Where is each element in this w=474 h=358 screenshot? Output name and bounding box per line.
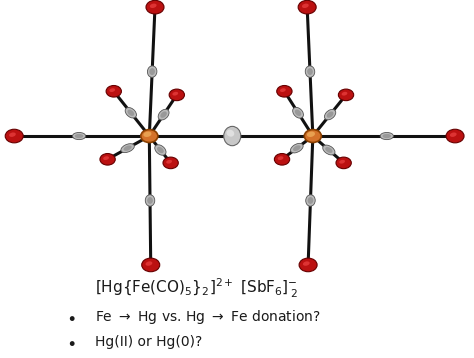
Ellipse shape — [325, 147, 333, 153]
Ellipse shape — [380, 132, 393, 140]
Ellipse shape — [307, 68, 313, 75]
Ellipse shape — [75, 134, 83, 138]
Ellipse shape — [303, 261, 310, 266]
Circle shape — [298, 0, 316, 14]
Circle shape — [106, 86, 121, 97]
Text: Hg(II) or Hg(0)?: Hg(II) or Hg(0)? — [95, 335, 202, 349]
Text: $\bullet$: $\bullet$ — [66, 333, 76, 351]
Ellipse shape — [146, 261, 152, 266]
Ellipse shape — [147, 197, 153, 204]
Ellipse shape — [109, 88, 115, 92]
Ellipse shape — [342, 92, 347, 96]
Text: $[\mathrm{Hg\{Fe(CO)_5\}_2}]^{2+}\ [\mathrm{SbF_6}]^{-}_{\;2}$: $[\mathrm{Hg\{Fe(CO)_5\}_2}]^{2+}\ [\mat… — [95, 277, 298, 300]
Ellipse shape — [293, 145, 301, 151]
Circle shape — [274, 154, 290, 165]
Ellipse shape — [339, 160, 345, 164]
Circle shape — [141, 130, 158, 142]
Ellipse shape — [302, 4, 309, 8]
Ellipse shape — [383, 134, 391, 138]
Ellipse shape — [227, 130, 234, 137]
Circle shape — [146, 0, 164, 14]
Ellipse shape — [150, 4, 156, 8]
Ellipse shape — [278, 156, 283, 160]
Circle shape — [338, 89, 354, 101]
Ellipse shape — [224, 126, 241, 146]
Ellipse shape — [9, 132, 16, 137]
Circle shape — [336, 157, 351, 169]
Ellipse shape — [166, 160, 172, 164]
Ellipse shape — [295, 110, 301, 116]
Ellipse shape — [147, 66, 157, 77]
Ellipse shape — [307, 131, 315, 137]
Ellipse shape — [149, 68, 155, 75]
Circle shape — [446, 129, 464, 143]
Ellipse shape — [158, 109, 169, 120]
Ellipse shape — [128, 110, 134, 116]
Circle shape — [5, 129, 23, 143]
Ellipse shape — [308, 197, 313, 204]
Ellipse shape — [160, 111, 167, 118]
Ellipse shape — [157, 147, 164, 153]
Ellipse shape — [73, 132, 86, 140]
Circle shape — [277, 86, 292, 97]
Ellipse shape — [125, 107, 137, 118]
Ellipse shape — [173, 92, 178, 96]
Ellipse shape — [280, 88, 286, 92]
Ellipse shape — [327, 111, 334, 118]
Ellipse shape — [145, 195, 155, 206]
Ellipse shape — [306, 195, 315, 206]
Ellipse shape — [143, 131, 152, 137]
Ellipse shape — [291, 143, 303, 153]
Ellipse shape — [323, 145, 335, 155]
Circle shape — [299, 258, 317, 272]
Text: $\bullet$: $\bullet$ — [66, 308, 76, 326]
Text: Fe $\rightarrow$ Hg vs. Hg $\rightarrow$ Fe donation?: Fe $\rightarrow$ Hg vs. Hg $\rightarrow$… — [95, 308, 320, 326]
Ellipse shape — [450, 132, 456, 137]
Ellipse shape — [324, 110, 336, 120]
Circle shape — [304, 130, 321, 142]
Ellipse shape — [155, 145, 166, 155]
Circle shape — [142, 258, 160, 272]
Circle shape — [163, 157, 178, 169]
Ellipse shape — [292, 107, 303, 118]
Ellipse shape — [103, 156, 109, 160]
Ellipse shape — [305, 66, 315, 77]
Ellipse shape — [124, 145, 132, 151]
Circle shape — [100, 154, 115, 165]
Ellipse shape — [121, 144, 134, 153]
Circle shape — [169, 89, 184, 101]
